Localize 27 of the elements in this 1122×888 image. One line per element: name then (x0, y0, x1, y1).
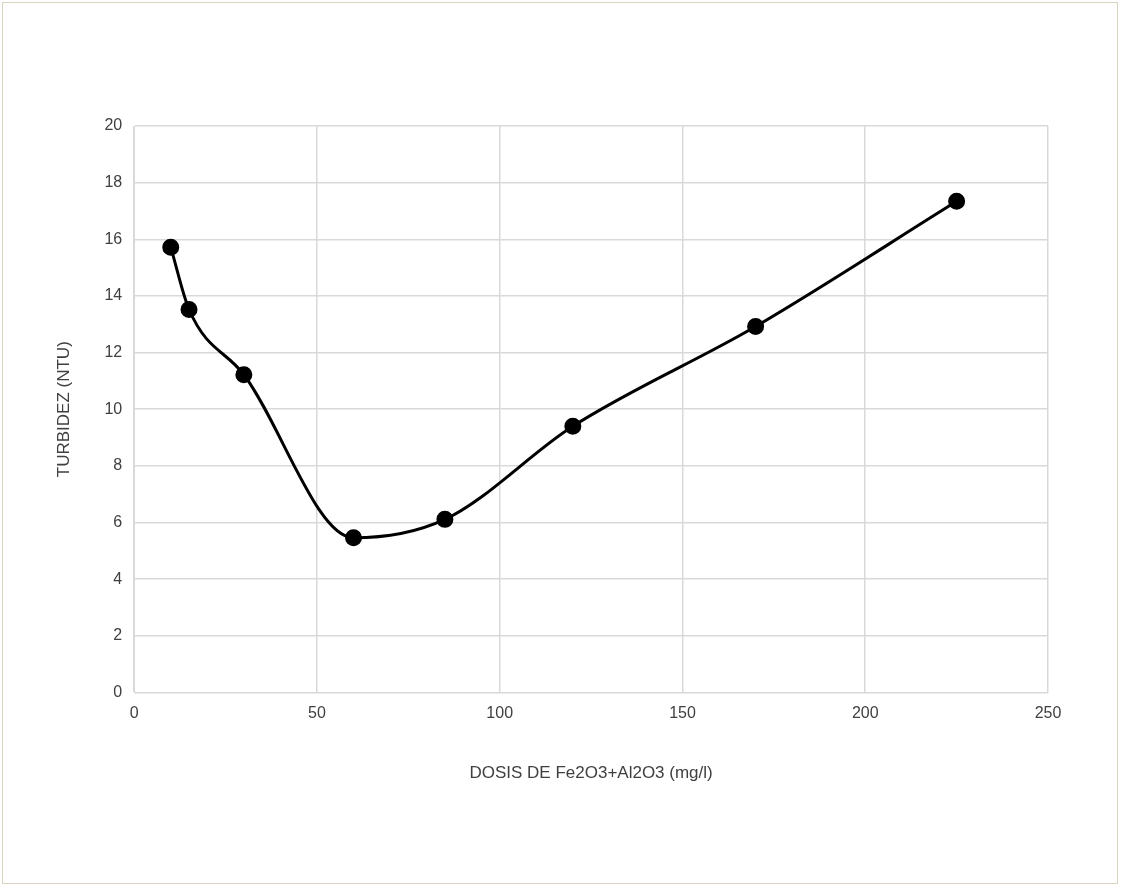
x-tick-label: 150 (669, 704, 696, 722)
y-tick-label: 10 (104, 399, 123, 417)
x-tick-label: 250 (1034, 704, 1062, 722)
y-tick-label: 20 (104, 116, 123, 134)
y-tick-label: 14 (104, 286, 123, 304)
y-tick-label: 18 (104, 173, 123, 191)
x-tick-label: 50 (308, 704, 326, 722)
y-tick-label: 8 (113, 456, 123, 474)
x-tick-label: 100 (486, 704, 514, 722)
y-tick-label: 16 (104, 229, 123, 247)
y-tick-label: 4 (113, 569, 123, 587)
point (948, 192, 966, 210)
point (180, 301, 198, 319)
y-axis-title: TURBIDEZ (NTU) (53, 341, 73, 478)
y-tick-label: 12 (104, 342, 123, 360)
point (564, 417, 582, 435)
y-tick-label: 0 (113, 682, 123, 700)
y-tick-label: 2 (113, 626, 123, 644)
x-axis-title: DOSIS DE Fe2O3+Al2O3 (mg/l) (469, 763, 713, 783)
x-tick-label: 200 (851, 704, 879, 722)
point (162, 238, 180, 256)
x-tick-label: 0 (129, 704, 139, 722)
point (747, 318, 765, 336)
point (436, 510, 454, 528)
y-tick-label: 6 (113, 512, 123, 530)
point (235, 366, 253, 384)
point (345, 529, 363, 547)
